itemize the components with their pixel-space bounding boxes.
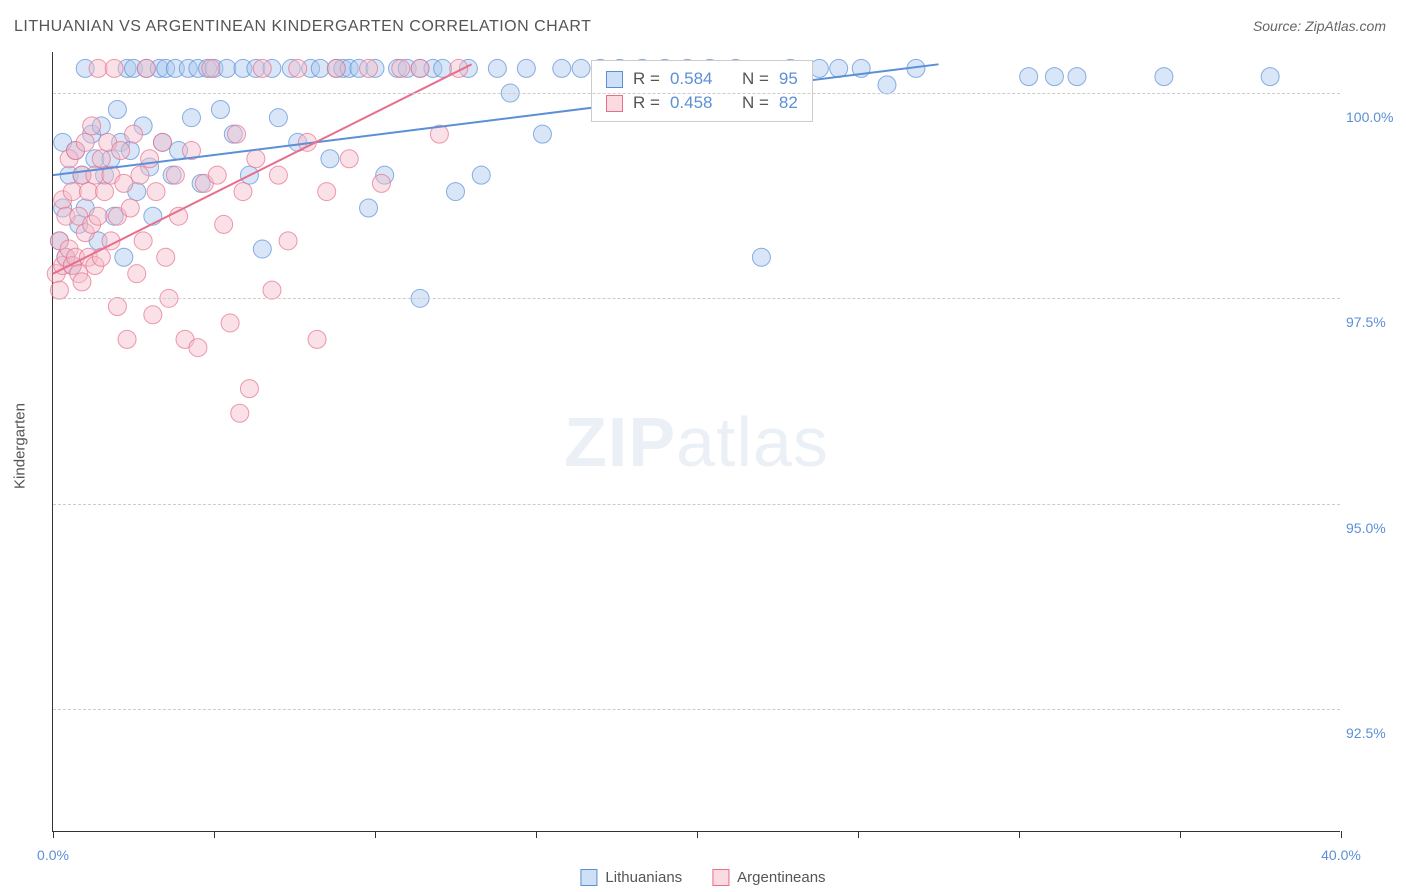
series-legend: Lithuanians Argentineans — [580, 869, 825, 886]
legend-item-lithuanians: Lithuanians — [580, 869, 682, 886]
scatter-chart — [53, 52, 1340, 831]
legend-swatch-icon — [712, 869, 729, 886]
legend-item-argentineans: Argentineans — [712, 869, 825, 886]
chart-title: LITHUANIAN VS ARGENTINEAN KINDERGARTEN C… — [14, 18, 591, 36]
correlation-legend: R = 0.584 N = 95R = 0.458 N = 82 — [591, 60, 813, 122]
y-axis-label: Kindergarten — [12, 403, 29, 489]
legend-label: Argentineans — [737, 869, 825, 886]
source-label: Source: ZipAtlas.com — [1253, 18, 1386, 34]
legend-label: Lithuanians — [605, 869, 682, 886]
legend-swatch-icon — [580, 869, 597, 886]
plot-area: ZIPatlas R = 0.584 N = 95R = 0.458 N = 8… — [52, 52, 1340, 832]
